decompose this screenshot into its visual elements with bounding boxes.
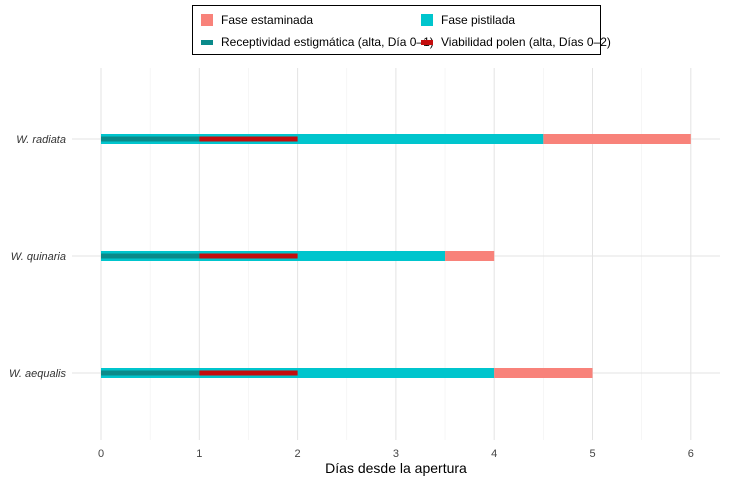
- category-label: W. aequalis: [9, 368, 67, 380]
- legend-item-receptividad: Receptividad estigmática (alta, Día 0–1): [201, 35, 434, 49]
- bars: [101, 134, 691, 378]
- legend-item-fase-estaminada: Fase estaminada: [201, 13, 313, 27]
- x-tick-label: 4: [491, 448, 497, 460]
- category-label: W. quinaria: [11, 251, 66, 263]
- line-segment-3-0: [199, 136, 298, 142]
- bar-segment-1-2: [494, 368, 593, 378]
- category-labels: W. radiata W. quinaria W. aequalis: [9, 134, 67, 380]
- category-label: W. radiata: [16, 134, 66, 146]
- legend-item-fase-pistilada: Fase pistilada: [421, 13, 515, 27]
- legend-swatch-receptividad: [201, 39, 213, 45]
- legend-label-fase-estaminada: Fase estaminada: [221, 13, 314, 27]
- x-tick-label: 0: [98, 448, 104, 460]
- legend: Fase estaminada Fase pistilada Receptivi…: [192, 5, 611, 55]
- legend-label-receptividad: Receptividad estigmática (alta, Día 0–1): [221, 35, 434, 49]
- x-tick-label: 5: [589, 448, 595, 460]
- bar-segment-0-0: [101, 134, 544, 144]
- x-tick-label: 1: [196, 448, 202, 460]
- line-segment-2-2: [101, 370, 200, 376]
- line-segment-3-1: [199, 253, 298, 259]
- x-tick-label: 6: [688, 448, 694, 460]
- line-segment-2-0: [101, 136, 200, 142]
- bar-segment-1-1: [445, 251, 495, 261]
- legend-label-viabilidad-polen: Viabilidad polen (alta, Días 0–2): [441, 35, 611, 49]
- legend-swatch-viabilidad-polen: [421, 39, 433, 45]
- legend-swatch-fase-pistilada: [421, 14, 433, 26]
- x-tick-label: 3: [393, 448, 399, 460]
- x-axis-title: Días desde la apertura: [325, 460, 467, 476]
- legend-swatch-fase-estaminada: [201, 14, 213, 26]
- line-segment-2-1: [101, 253, 200, 259]
- bar-segment-1-0: [543, 134, 691, 144]
- line-segment-3-2: [199, 370, 298, 376]
- legend-label-fase-pistilada: Fase pistilada: [441, 13, 516, 27]
- x-tick-label: 2: [295, 448, 301, 460]
- legend-item-viabilidad-polen: Viabilidad polen (alta, Días 0–2): [421, 35, 611, 49]
- x-tick-labels: 0 1 2 3 4 5 6: [98, 448, 694, 460]
